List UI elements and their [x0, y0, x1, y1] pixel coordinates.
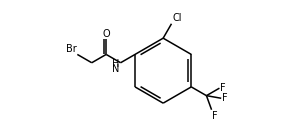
- Text: F: F: [222, 93, 228, 103]
- Text: F: F: [220, 83, 226, 93]
- Text: Br: Br: [66, 44, 77, 54]
- Text: F: F: [212, 111, 218, 121]
- Text: O: O: [102, 29, 110, 39]
- Text: Cl: Cl: [172, 13, 182, 23]
- Text: H: H: [112, 59, 120, 69]
- Text: N: N: [112, 64, 120, 74]
